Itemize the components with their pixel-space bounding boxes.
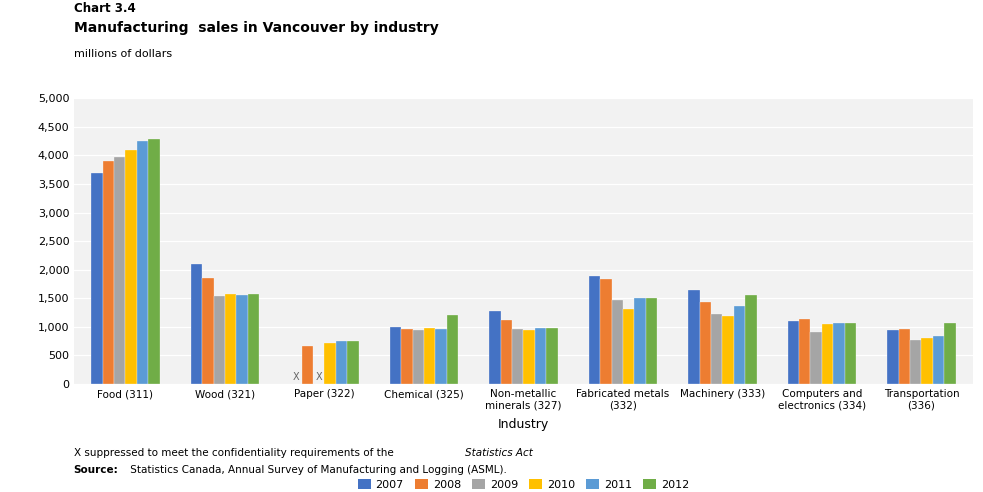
Bar bbox=[424, 328, 435, 384]
Bar bbox=[523, 330, 535, 384]
Bar bbox=[723, 316, 734, 384]
Bar bbox=[945, 323, 955, 384]
Bar bbox=[191, 264, 202, 384]
Text: Chart 3.4: Chart 3.4 bbox=[74, 2, 136, 15]
Text: X: X bbox=[293, 372, 299, 382]
Bar bbox=[600, 279, 611, 384]
Bar bbox=[589, 277, 600, 384]
Bar bbox=[236, 295, 248, 384]
Bar bbox=[634, 298, 646, 384]
Bar bbox=[126, 150, 137, 384]
Bar bbox=[114, 156, 126, 384]
Bar bbox=[898, 329, 910, 384]
Bar bbox=[844, 323, 856, 384]
Bar bbox=[389, 327, 401, 384]
Bar bbox=[302, 345, 313, 384]
Bar bbox=[688, 290, 700, 384]
X-axis label: Industry: Industry bbox=[497, 418, 549, 431]
Bar bbox=[512, 329, 523, 384]
Bar bbox=[646, 298, 658, 384]
Bar bbox=[213, 297, 225, 384]
Bar bbox=[225, 294, 236, 384]
Bar bbox=[745, 295, 757, 384]
Bar bbox=[500, 320, 512, 384]
Bar bbox=[102, 161, 114, 384]
Text: X suppressed to meet the confidentiality requirements of the: X suppressed to meet the confidentiality… bbox=[74, 448, 397, 458]
Bar bbox=[700, 302, 711, 384]
Text: X: X bbox=[316, 372, 322, 382]
Bar bbox=[933, 336, 945, 384]
Text: Statistics Canada, Annual Survey of Manufacturing and Logging (ASML).: Statistics Canada, Annual Survey of Manu… bbox=[127, 465, 506, 475]
Text: Manufacturing  sales in Vancouver by industry: Manufacturing sales in Vancouver by indu… bbox=[74, 21, 438, 34]
Bar bbox=[887, 330, 898, 384]
Bar bbox=[202, 278, 213, 384]
Bar bbox=[490, 311, 500, 384]
Bar bbox=[611, 300, 623, 384]
Bar bbox=[535, 328, 547, 384]
Bar bbox=[834, 323, 844, 384]
Bar bbox=[148, 139, 160, 384]
Bar bbox=[910, 340, 921, 384]
Bar bbox=[447, 315, 458, 384]
Bar bbox=[787, 321, 799, 384]
Bar bbox=[711, 313, 723, 384]
Bar bbox=[248, 294, 260, 384]
Bar bbox=[401, 329, 413, 384]
Bar bbox=[91, 173, 102, 384]
Bar bbox=[811, 332, 822, 384]
Bar bbox=[547, 328, 557, 384]
Text: Source:: Source: bbox=[74, 465, 119, 475]
Legend: 2007, 2008, 2009, 2010, 2011, 2012: 2007, 2008, 2009, 2010, 2011, 2012 bbox=[353, 475, 694, 492]
Bar bbox=[799, 319, 811, 384]
Bar bbox=[623, 309, 634, 384]
Text: millions of dollars: millions of dollars bbox=[74, 49, 172, 59]
Bar bbox=[822, 324, 834, 384]
Bar bbox=[336, 341, 347, 384]
Bar bbox=[347, 341, 359, 384]
Bar bbox=[324, 343, 336, 384]
Text: Statistics Act: Statistics Act bbox=[465, 448, 533, 458]
Bar bbox=[921, 338, 933, 384]
Bar bbox=[435, 329, 447, 384]
Bar bbox=[413, 330, 424, 384]
Bar bbox=[137, 141, 148, 384]
Bar bbox=[734, 306, 745, 384]
